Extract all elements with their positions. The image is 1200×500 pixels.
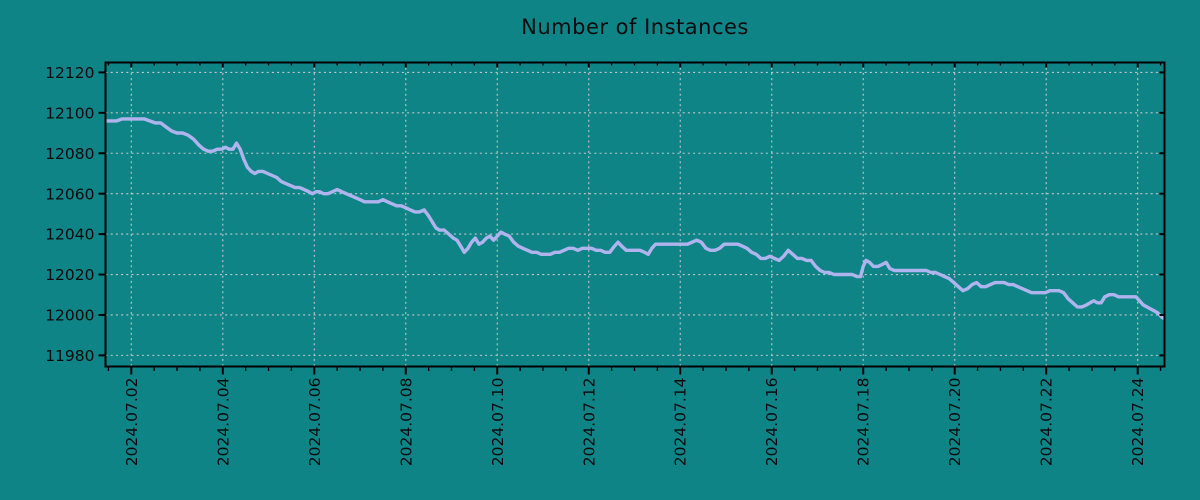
y-tick-label: 12120: [45, 64, 94, 82]
axis-labels: 11980 12000 12020 12040 12060 12080 12100 12120…: [45, 64, 1147, 466]
x-tick-label: 2024.07.24: [1129, 378, 1147, 467]
grid-layer: [105, 62, 1165, 367]
x-tick-label: 2024.07.14: [672, 378, 690, 467]
plot-border: [104, 61, 1166, 368]
series-line-instances: [105, 117, 1165, 321]
x-tick-label: 2024.07.18: [855, 378, 873, 467]
y-tick-label: 12000: [45, 307, 94, 325]
tick-layer: [98, 62, 1165, 375]
x-tick-label: 2024.07.04: [214, 378, 232, 467]
y-tick-label: 12020: [45, 266, 94, 284]
y-tick-label: 12100: [45, 104, 94, 122]
x-tick-label: 2024.07.16: [763, 378, 781, 467]
minor-tick-layer: [107, 62, 1162, 371]
series-layer: [105, 117, 1165, 321]
x-tick-label: 2024.07.02: [123, 378, 141, 467]
y-tick-label: 12060: [45, 185, 94, 203]
y-tick-label: 12080: [45, 145, 94, 163]
x-tick-label: 2024.07.12: [580, 378, 598, 467]
y-tick-label: 12040: [45, 226, 94, 244]
chart-title: Number of Instances: [521, 15, 749, 39]
x-tick-label: 2024.07.06: [306, 378, 324, 467]
x-tick-label: 2024.07.08: [397, 378, 415, 467]
x-tick-label: 2024.07.22: [1038, 378, 1056, 467]
y-tick-label: 11980: [45, 347, 94, 365]
x-tick-label: 2024.07.10: [489, 377, 507, 466]
x-tick-label: 2024.07.20: [946, 378, 964, 467]
